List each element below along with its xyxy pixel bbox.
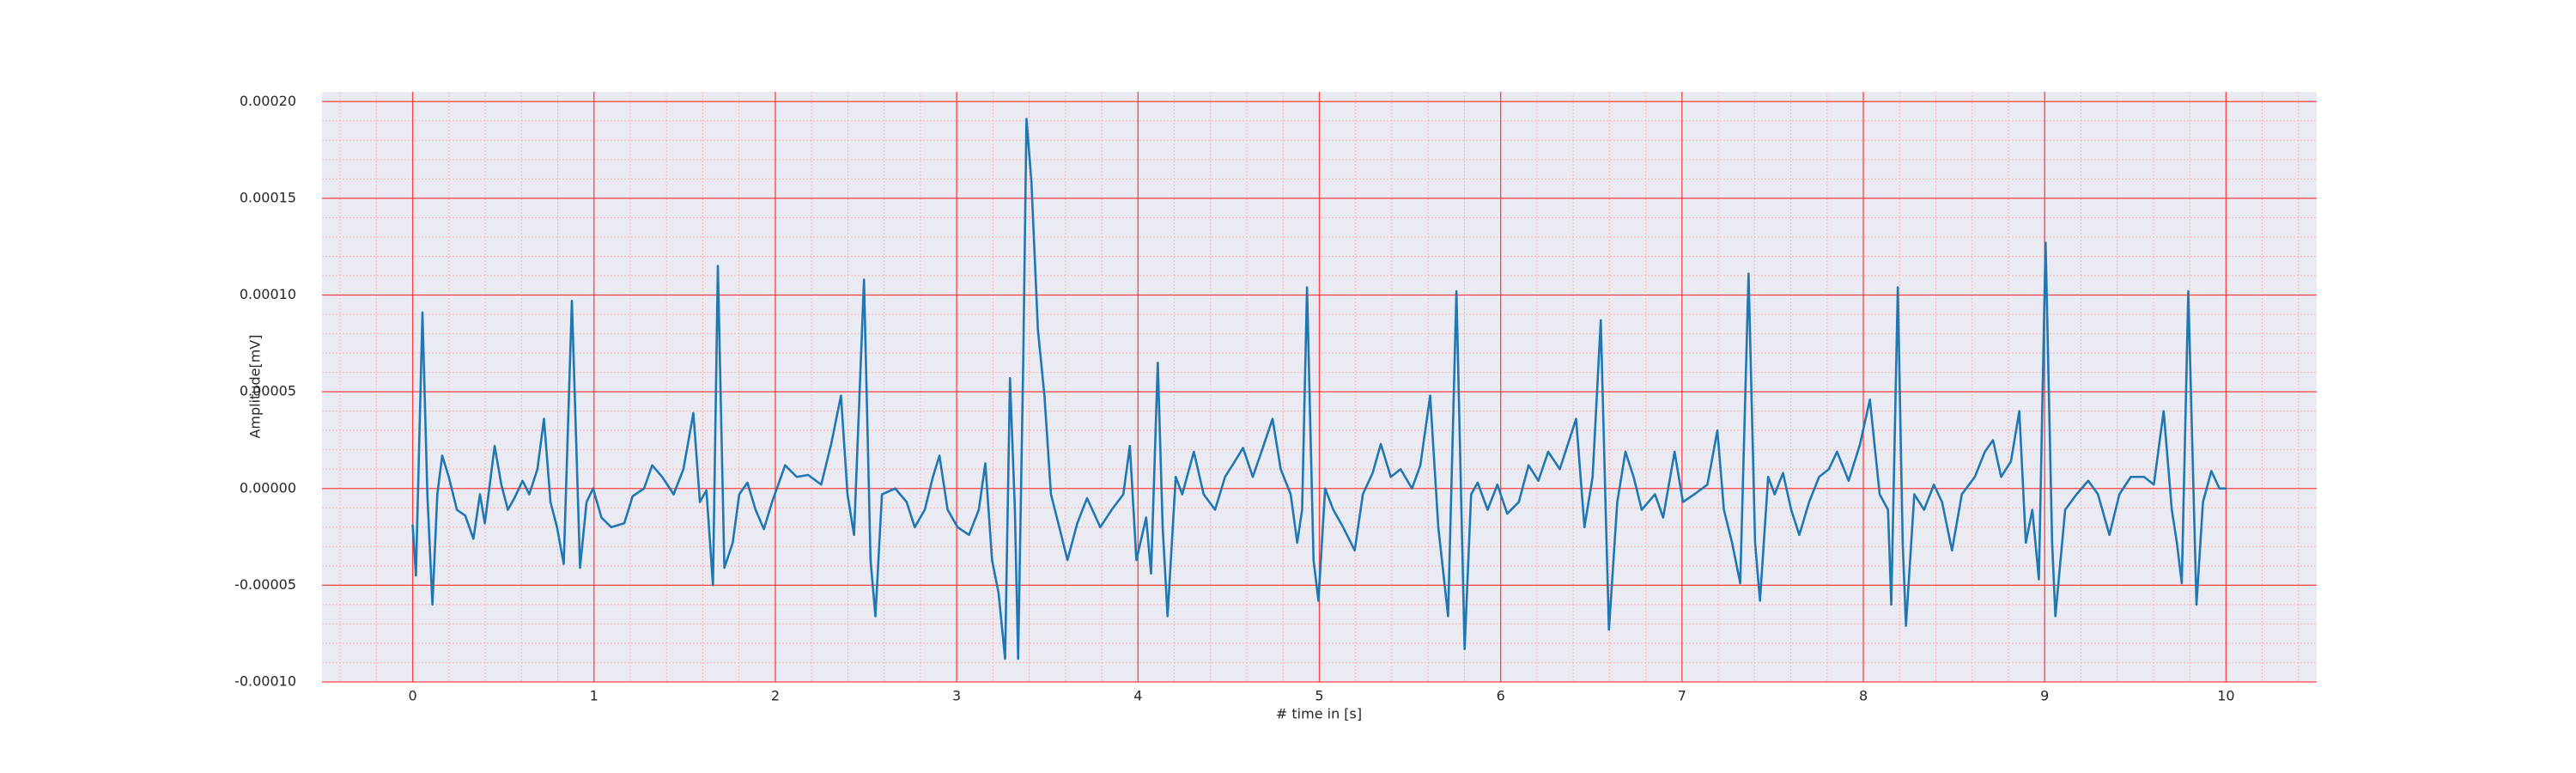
x-tick-label: 5 [1315,688,1323,704]
y-tick-label: 0.00010 [240,286,296,302]
x-tick-label: 3 [952,688,961,704]
x-tick-label: 10 [2217,688,2234,704]
x-tick-label: 6 [1497,688,1505,704]
y-tick-label: -0.00005 [234,576,296,593]
x-tick-label: 4 [1133,688,1142,704]
x-tick-label: 1 [590,688,598,704]
y-tick-label: 0.00000 [240,479,296,496]
x-tick-label: 0 [408,688,416,704]
y-tick-label: 0.00020 [240,93,296,109]
x-tick-label: 2 [771,688,780,704]
x-tick-label: 9 [2040,688,2049,704]
y-tick-label: -0.00010 [234,673,296,690]
tick-labels: 0 1 2 3 4 5 6 7 8 9 10 -0.00010 -0.00005 0.00000 0.000… [234,93,2235,704]
y-tick-label: 0.00015 [240,189,296,205]
x-axis-label: # time in [s] [1276,706,1362,722]
x-tick-label: 8 [1859,688,1868,704]
signal-line [411,118,2227,660]
y-tick-label: 0.00005 [240,383,296,399]
y-axis-label: Amplitude[mV] [247,334,264,438]
major-grid [322,92,2317,683]
plot-lines [411,118,2227,660]
x-tick-label: 7 [1678,688,1686,704]
